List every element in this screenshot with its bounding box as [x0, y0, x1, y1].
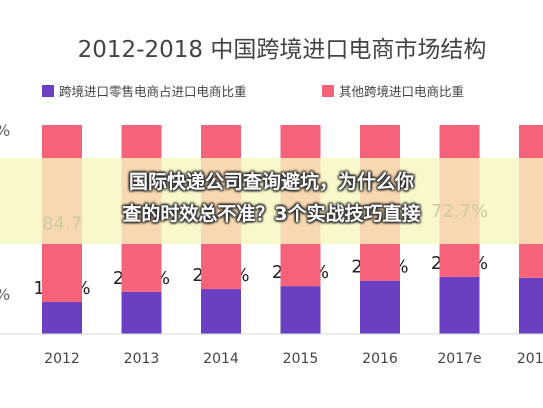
bar-retail-2016: [360, 280, 400, 334]
legend-label-other: 其他跨境进口电商比重: [339, 84, 464, 99]
caption-banner: [0, 158, 543, 244]
bar-retail-2014: [201, 289, 241, 334]
svg-text:%: %: [0, 285, 10, 304]
x-tick-2015: 2015: [283, 351, 319, 367]
x-tick-2014: 2014: [203, 351, 239, 367]
x-tick-2012: 2012: [44, 351, 80, 367]
bar-retail-2013: [121, 291, 162, 334]
bar-retail-2018e: [519, 277, 543, 334]
x-tick-2013: 2013: [124, 351, 160, 367]
x-tick-2016: 2016: [362, 351, 398, 367]
bar-retail-2017e: [439, 276, 480, 334]
chart-title: 2012-2018 中国跨境进口电商市场结构: [78, 37, 487, 63]
caption-line-2: 查的时效总不准？3个实战技巧直接: [122, 203, 421, 225]
bar-retail-2015: [280, 286, 321, 334]
svg-text:%: %: [0, 121, 10, 140]
x-tick-2018e: 2018e: [517, 351, 543, 367]
bar-retail-2012: [42, 302, 82, 334]
caption-text: 国际快递公司查询避坑，为什么你 查的时效总不准？3个实战技巧直接: [0, 166, 543, 230]
caption-line-1: 国际快递公司查询避坑，为什么你: [128, 171, 414, 193]
legend-swatch-retail: [42, 85, 54, 97]
legend-label-retail: 跨境进口零售电商占进口电商比重: [59, 84, 247, 99]
legend-swatch-other: [322, 85, 334, 97]
x-tick-2017e: 2017e: [437, 351, 481, 367]
